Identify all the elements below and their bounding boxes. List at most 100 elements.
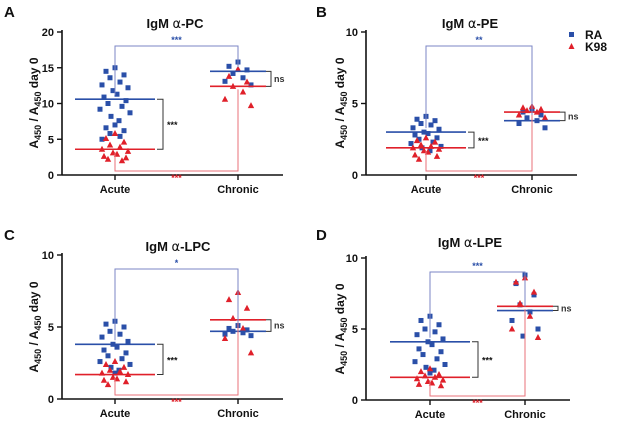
y-tick-label: 0 — [48, 394, 54, 406]
data-point-k98 — [422, 134, 430, 141]
chart-title-prefix: IgM — [146, 239, 172, 254]
bracket-top — [425, 45, 533, 129]
significance-acute: *** — [167, 120, 178, 130]
data-point-ra — [103, 125, 109, 131]
y-label-subscript: 450 — [33, 316, 43, 331]
y-axis-label: A450 / A450 day 0 — [27, 57, 43, 148]
data-point-ra — [101, 94, 107, 100]
y-tick-label: 10 — [346, 253, 358, 265]
data-point-k98 — [122, 378, 130, 385]
data-point-k98 — [234, 65, 242, 72]
data-point-ra — [123, 98, 129, 104]
data-point-k98 — [104, 381, 112, 388]
chart-title-suffix: -PE — [476, 16, 498, 31]
data-point-ra — [428, 122, 434, 128]
data-point-ra — [442, 362, 448, 367]
data-point-k98 — [122, 154, 130, 161]
data-point-k98 — [124, 147, 132, 154]
data-point-ra — [414, 332, 420, 338]
significance-acute: *** — [167, 355, 178, 365]
data-point-k98 — [106, 366, 114, 373]
data-point-ra — [97, 359, 103, 365]
data-point-ra — [427, 370, 433, 376]
data-point-k98 — [243, 304, 251, 311]
data-point-k98 — [116, 143, 124, 150]
bracket-bottom — [425, 115, 533, 172]
y-tick-label: 5 — [352, 99, 358, 111]
significance-bottom: *** — [171, 173, 182, 183]
x-tick-label: Chronic — [217, 408, 259, 420]
bracket-chronic — [560, 111, 566, 122]
data-point-ra — [431, 367, 437, 373]
legend-marker-k98 — [568, 43, 575, 49]
data-point-ra — [103, 68, 109, 74]
data-point-ra — [125, 338, 131, 344]
x-tick-label: Acute — [415, 409, 446, 421]
y-tick-label: 0 — [352, 170, 358, 182]
significance-bottom: *** — [474, 173, 485, 183]
data-point-k98 — [417, 368, 425, 375]
y-label-part: day 0 — [27, 281, 41, 315]
bracket-top — [114, 268, 239, 341]
data-point-ra — [440, 336, 446, 342]
bracket-top — [429, 271, 526, 338]
data-point-ra — [425, 131, 431, 137]
data-point-ra — [230, 70, 236, 76]
data-point-ra — [436, 126, 442, 132]
data-point-ra — [418, 317, 424, 323]
chart-title-greek: α — [468, 17, 477, 32]
data-point-ra — [412, 359, 418, 365]
y-label-part: day 0 — [27, 57, 41, 91]
y-label-subscript: 450 — [339, 318, 349, 333]
data-point-k98 — [111, 130, 119, 137]
y-label-part: / A — [27, 106, 41, 125]
data-point-ra — [434, 135, 440, 141]
legend-label-k98: K98 — [585, 40, 607, 54]
data-point-ra — [222, 331, 228, 337]
data-point-k98 — [239, 88, 247, 95]
legend-label-ra: RA — [585, 28, 603, 42]
data-point-k98 — [411, 151, 419, 158]
data-point-k98 — [247, 349, 255, 356]
data-point-ra — [114, 344, 120, 350]
data-point-ra — [416, 346, 422, 352]
y-tick-label: 0 — [352, 395, 358, 407]
significance-acute: *** — [482, 356, 493, 366]
data-point-ra — [127, 110, 133, 116]
data-point-ra — [121, 72, 127, 78]
data-point-ra — [105, 101, 111, 106]
data-point-k98 — [247, 102, 255, 109]
data-point-ra — [432, 118, 438, 124]
data-point-ra — [244, 67, 250, 73]
significance-top: *** — [171, 35, 182, 45]
significance-chronic: ns — [568, 111, 579, 121]
significance-top: ** — [475, 35, 483, 45]
data-point-k98 — [120, 138, 128, 145]
data-point-ra — [222, 78, 228, 84]
data-point-ra — [112, 370, 118, 376]
y-label-part: / A — [333, 106, 347, 125]
data-point-ra — [438, 143, 444, 149]
data-point-k98 — [120, 363, 128, 370]
data-point-k98 — [512, 278, 520, 285]
data-point-ra — [248, 333, 254, 339]
x-tick-label: Acute — [411, 184, 442, 196]
data-point-ra — [422, 326, 428, 332]
y-tick-label: 5 — [48, 134, 54, 146]
chart-title-greek: α — [172, 240, 181, 255]
data-point-ra — [108, 113, 114, 119]
data-point-ra — [101, 347, 107, 353]
data-point-ra — [108, 364, 114, 370]
x-tick-label: Chronic — [511, 184, 553, 196]
bracket-chronic — [266, 319, 272, 332]
bracket-acute — [157, 98, 164, 150]
y-axis-label: A450 / A450 day 0 — [333, 283, 349, 374]
data-point-ra — [520, 333, 526, 339]
data-point-ra — [240, 330, 246, 336]
data-point-k98 — [221, 335, 229, 342]
y-label-part: / A — [333, 332, 347, 351]
